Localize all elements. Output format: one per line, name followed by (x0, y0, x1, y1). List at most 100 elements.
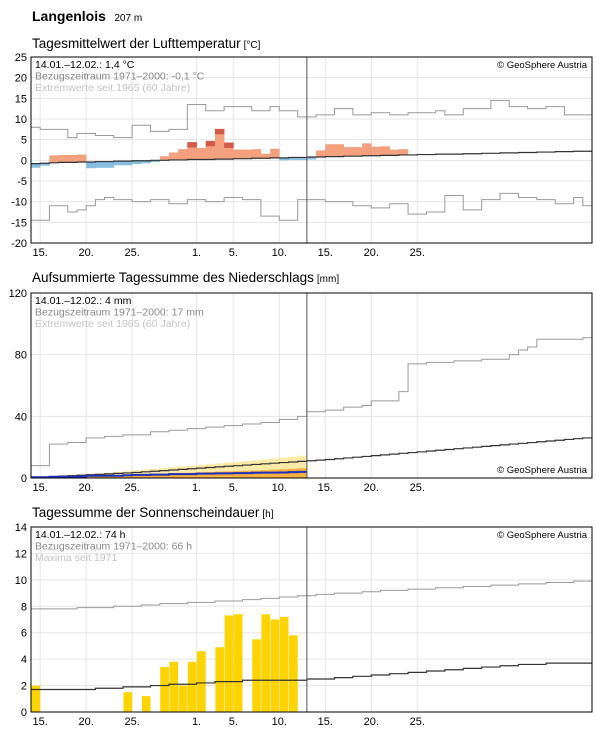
x-tick-label: 25. (125, 716, 140, 728)
x-tick-label: 1. (192, 716, 201, 728)
info-line: Bezugszeitraum 1971–2000: -0,1 °C (35, 71, 205, 83)
anomaly-bar (224, 142, 234, 160)
normal-cumulative-line (31, 437, 592, 479)
sunshine-bar (289, 635, 298, 712)
info-line: Extremwerte seit 1965 (60 Jahre) (35, 318, 190, 330)
info-line: Extremwerte seit 1965 (60 Jahre) (35, 82, 190, 94)
anomaly-bar (187, 142, 197, 160)
x-tick-label: 1. (192, 482, 201, 494)
anomaly-bar (196, 147, 207, 160)
x-tick-label: 20. (364, 247, 379, 259)
anomaly-bar (132, 160, 142, 165)
plot-frame (30, 526, 593, 713)
inner-band-area (31, 468, 307, 478)
x-tick-label: 10. (272, 716, 287, 728)
anomaly-bar (205, 140, 216, 160)
sunshine-bar (169, 661, 179, 712)
x-tick-label: 10. (272, 482, 287, 494)
sunshine-bar (160, 667, 169, 712)
sunshine-bar (252, 639, 261, 712)
strong-anomaly-bar (205, 140, 216, 147)
sunshine-bar (178, 685, 188, 712)
x-tick-label: 1. (192, 247, 201, 259)
x-tick-label: 25. (410, 247, 425, 259)
x-tick-label: 20. (79, 716, 94, 728)
y-tick-label: 15 (15, 93, 27, 105)
y-tick-label: -15 (11, 217, 27, 229)
anomaly-bar (122, 161, 133, 166)
sunshine-bar (261, 614, 271, 712)
anomaly-bar (49, 155, 59, 163)
x-tick-label: 15. (318, 247, 333, 259)
sunshine-bar (31, 685, 41, 712)
sunshine-bar (141, 696, 151, 712)
info-line: Maxima seit 1971 (35, 552, 117, 564)
anomaly-bar (270, 148, 280, 158)
anomaly-bar (398, 149, 409, 155)
sunshine-bar (233, 614, 243, 712)
y-tick-label: 12 (15, 548, 27, 560)
strong-anomaly-bar (224, 142, 234, 148)
anomaly-bar (297, 157, 308, 160)
y-tick-label: -5 (17, 176, 27, 188)
anomaly-bar (334, 144, 344, 157)
anomaly-bar (371, 146, 381, 156)
y-tick-label: 40 (15, 411, 27, 423)
anomaly-bar (233, 149, 243, 159)
anomaly-bar (31, 163, 41, 168)
anomaly-bar (141, 160, 151, 164)
x-tick-label: 25. (125, 247, 140, 259)
anomaly-bar (58, 154, 69, 163)
x-tick-label: 10. (272, 247, 287, 259)
info-line: Bezugszeitraum 1971–2000: 17 mm (35, 307, 204, 319)
x-tick-label: 20. (364, 716, 379, 728)
sunshine-chart-title: Tagessumme der Sonnenscheindauer [h] (32, 505, 274, 520)
anomaly-bar (159, 156, 170, 161)
y-tick-label: 0 (21, 473, 27, 485)
y-tick-label: 5 (21, 135, 27, 147)
measured-cumulative-line (31, 470, 307, 479)
anomaly-bar (260, 153, 271, 159)
anomaly-bar (76, 154, 87, 162)
x-tick-label: 20. (79, 247, 94, 259)
anomaly-bar (150, 160, 161, 162)
x-tick-label: 15. (318, 716, 333, 728)
anomaly-bar (86, 161, 96, 169)
station-altitude: 207 m (114, 13, 143, 24)
y-tick-label: 2 (21, 681, 27, 693)
anomaly-bar (306, 157, 317, 160)
anomaly-bar (288, 157, 299, 160)
y-tick-label: 10 (15, 575, 27, 587)
sunshine-bar (123, 692, 133, 712)
anomaly-bar (279, 157, 289, 161)
plot-frame (30, 56, 593, 244)
y-tick-label: 6 (21, 628, 27, 640)
x-tick-label: 20. (79, 482, 94, 494)
sunshine-bar (270, 619, 280, 712)
anomaly-bar (178, 149, 188, 160)
anomaly-bar (104, 161, 115, 168)
strong-anomaly-bar (187, 142, 197, 148)
x-tick-label: 25. (125, 482, 140, 494)
y-tick-label: 20 (15, 73, 27, 85)
x-tick-label: 5. (229, 482, 238, 494)
x-tick-label: 20. (364, 482, 379, 494)
anomaly-bar (343, 147, 354, 157)
station-header: Langenlois 207 m (32, 8, 142, 26)
y-tick-label: 80 (15, 350, 27, 362)
plot-frame (30, 292, 593, 479)
y-tick-label: 120 (9, 288, 27, 300)
copyright-label: © GeoSphere Austria (497, 530, 588, 541)
anomaly-bar (362, 143, 372, 156)
x-tick-label: 15. (318, 482, 333, 494)
strong-anomaly-bar (214, 128, 225, 135)
sunshine-bar (224, 615, 234, 712)
station-name: Langenlois (32, 8, 106, 24)
precipitation-chart-title: Aufsummierte Tagessumme des Niederschlag… (32, 270, 340, 285)
sunshine-bar (197, 651, 206, 712)
normal-line (31, 662, 592, 691)
anomaly-bar (380, 146, 390, 156)
info-line: 14.01.–12.02.: 4 mm (35, 295, 132, 307)
